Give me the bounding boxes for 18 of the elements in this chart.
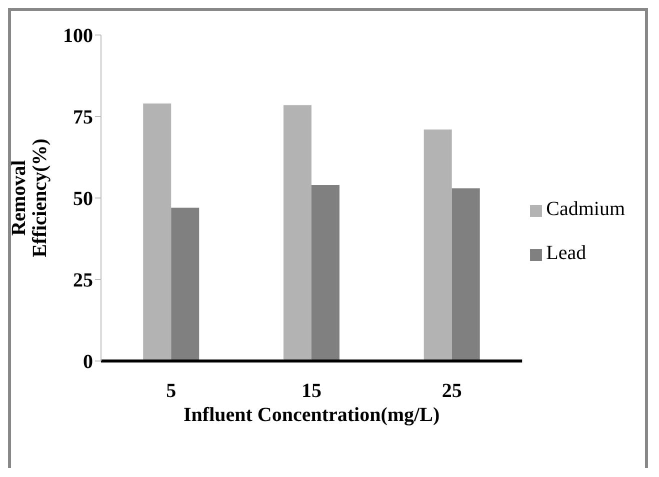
y-tick-label: 0 [83,351,93,374]
y-tick-label: 25 [73,270,93,292]
bar [143,103,172,361]
legend-label: Lead [546,242,586,264]
x-tick-label: 5 [166,380,176,402]
x-tick-label: 25 [442,380,462,402]
bar [424,130,452,361]
bar [452,188,480,361]
y-tick-label: 100 [63,25,93,48]
bar [311,184,340,361]
x-axis-title: Influent Concentration(mg/L) [184,404,440,426]
y-axis-title: Removal Efficiency(%) [8,138,51,258]
legend-label: Cadmium [546,198,625,220]
y-tick-label: 75 [73,106,93,129]
bar [283,105,312,361]
bar [171,208,200,361]
y-tick-label: 50 [73,188,93,210]
x-tick-label: 15 [302,380,322,402]
